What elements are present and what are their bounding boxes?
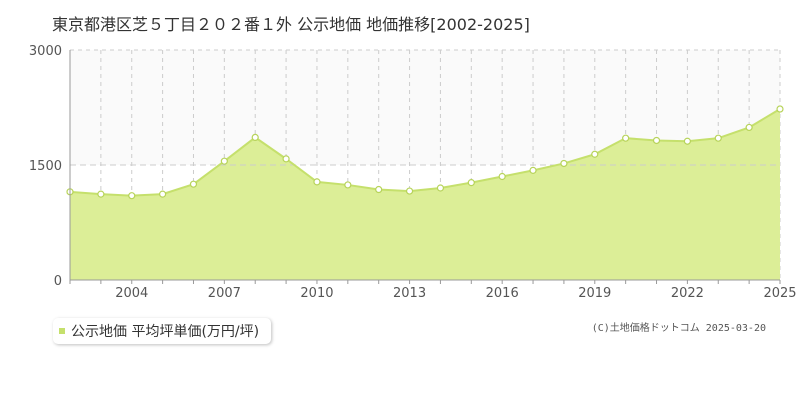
data-point xyxy=(128,192,136,200)
data-point xyxy=(560,159,568,168)
data-point xyxy=(251,133,259,141)
data-point xyxy=(313,178,321,186)
data-point xyxy=(622,134,630,142)
series-area xyxy=(70,109,780,281)
x-tick-label: 2013 xyxy=(393,286,426,301)
data-point xyxy=(714,134,722,142)
y-tick-label: 3000 xyxy=(29,44,62,59)
x-tick-label: 2007 xyxy=(208,286,241,301)
legend-label: 公示地価 平均坪単価(万円/坪) xyxy=(71,324,260,340)
data-point xyxy=(159,190,167,198)
legend-swatch xyxy=(59,328,65,334)
copyright: (C)土地価格ドットコム 2025-03-20 xyxy=(591,323,766,334)
x-tick-label: 2025 xyxy=(763,286,796,301)
data-point xyxy=(220,157,228,165)
data-point xyxy=(282,155,290,163)
data-point xyxy=(745,123,753,132)
data-point xyxy=(529,166,537,174)
x-tick-label: 2016 xyxy=(486,286,519,301)
data-point xyxy=(776,105,784,113)
data-point xyxy=(591,150,599,158)
data-point xyxy=(436,184,445,192)
data-point xyxy=(405,187,414,195)
data-point xyxy=(375,185,383,194)
x-tick-label: 2004 xyxy=(115,286,148,301)
data-point xyxy=(97,190,105,198)
y-tick-label: 1500 xyxy=(29,159,62,174)
data-point xyxy=(467,179,475,187)
x-tick-label: 2022 xyxy=(671,286,704,301)
chart-title: 東京都港区芝５丁目２０２番１外 公示地価 地価推移[2002-2025] xyxy=(52,15,530,34)
x-tick-label: 2010 xyxy=(300,286,333,301)
legend: 公示地価 平均坪単価(万円/坪) xyxy=(53,318,272,344)
data-point xyxy=(189,180,198,188)
data-point xyxy=(652,136,661,145)
x-tick-label: 2019 xyxy=(578,286,611,301)
series-line xyxy=(69,108,781,197)
data-point xyxy=(498,172,506,181)
y-tick-label: 0 xyxy=(54,274,62,289)
data-point xyxy=(683,137,691,145)
data-point xyxy=(344,181,352,189)
